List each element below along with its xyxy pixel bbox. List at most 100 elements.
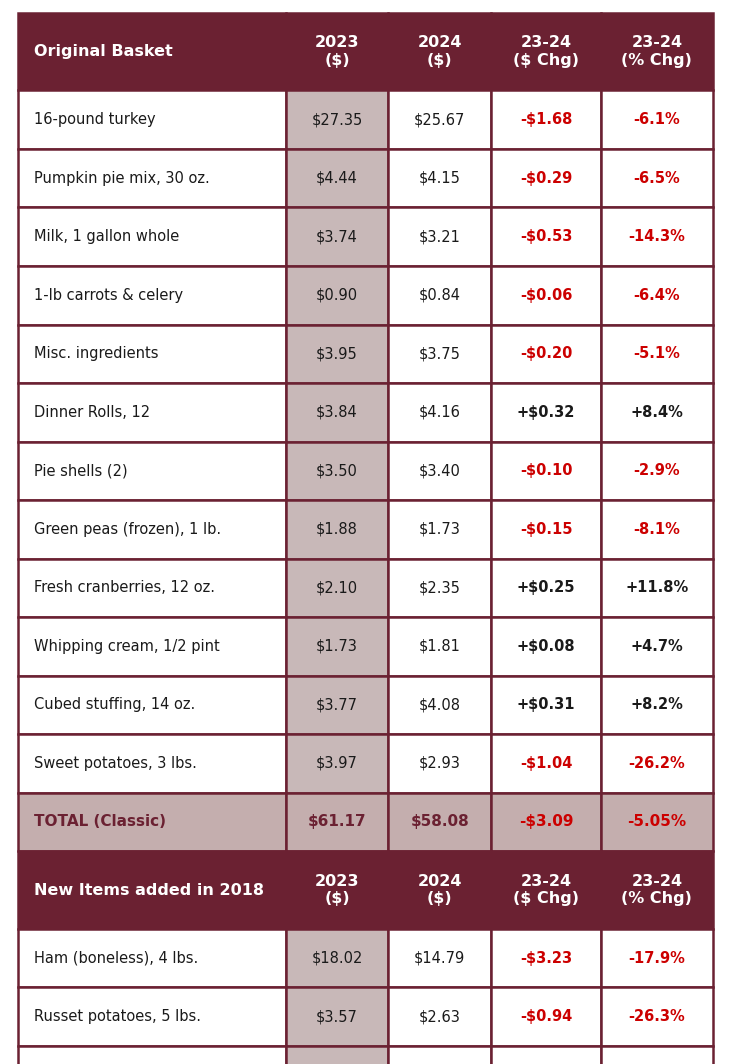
Text: 2024
($): 2024 ($) [417, 874, 462, 907]
Bar [491, 90, 601, 149]
Text: $18.02: $18.02 [311, 950, 363, 966]
Text: $4.08: $4.08 [419, 697, 461, 713]
Bar [601, 987, 713, 1046]
Text: $3.21: $3.21 [419, 229, 461, 245]
Text: -6.4%: -6.4% [634, 287, 680, 303]
Text: -17.9%: -17.9% [629, 950, 685, 966]
Text: $2.10: $2.10 [316, 580, 358, 596]
Text: $2.93: $2.93 [419, 755, 461, 771]
Text: Ham (boneless), 4 lbs.: Ham (boneless), 4 lbs. [34, 950, 199, 966]
Bar [388, 90, 491, 149]
Bar [601, 559, 713, 617]
Text: 1-lb carrots & celery: 1-lb carrots & celery [34, 287, 183, 303]
Text: -$0.15: -$0.15 [520, 521, 572, 537]
Bar [388, 207, 491, 266]
Text: $2.63: $2.63 [419, 1009, 461, 1025]
Text: $4.16: $4.16 [419, 404, 461, 420]
Bar [491, 266, 601, 325]
Text: $4.44: $4.44 [316, 170, 358, 186]
Text: $1.81: $1.81 [419, 638, 461, 654]
Text: +4.7%: +4.7% [630, 638, 683, 654]
Bar [18, 90, 286, 149]
Text: $1.73: $1.73 [316, 638, 358, 654]
Bar [388, 1046, 491, 1064]
Bar [286, 500, 388, 559]
Text: 23-24
($ Chg): 23-24 ($ Chg) [513, 35, 579, 68]
Bar [286, 676, 388, 734]
Bar [286, 734, 388, 793]
Text: $3.40: $3.40 [419, 463, 461, 479]
Text: +$0.25: +$0.25 [517, 580, 575, 596]
Bar [388, 149, 491, 207]
Bar [601, 442, 713, 500]
Text: $3.57: $3.57 [316, 1009, 358, 1025]
Bar [601, 929, 713, 987]
Bar [491, 793, 601, 851]
Text: $25.67: $25.67 [414, 112, 466, 128]
Bar [491, 1046, 601, 1064]
Text: -2.9%: -2.9% [634, 463, 680, 479]
Text: +$0.31: +$0.31 [517, 697, 575, 713]
Text: -$1.68: -$1.68 [520, 112, 572, 128]
Text: -$1.04: -$1.04 [520, 755, 572, 771]
Bar [491, 617, 601, 676]
Bar [601, 851, 713, 929]
Bar [491, 929, 601, 987]
Bar [18, 987, 286, 1046]
Text: Pumpkin pie mix, 30 oz.: Pumpkin pie mix, 30 oz. [34, 170, 210, 186]
Text: -$0.20: -$0.20 [520, 346, 572, 362]
Bar [491, 851, 601, 929]
Bar [18, 325, 286, 383]
Bar [388, 987, 491, 1046]
Bar [491, 383, 601, 442]
Bar [491, 149, 601, 207]
Text: Original Basket: Original Basket [34, 44, 173, 60]
Bar [388, 793, 491, 851]
Bar [18, 442, 286, 500]
Text: $3.97: $3.97 [316, 755, 358, 771]
Bar [601, 149, 713, 207]
Bar [388, 851, 491, 929]
Bar [286, 13, 388, 90]
Text: $3.77: $3.77 [316, 697, 358, 713]
Text: $3.50: $3.50 [316, 463, 358, 479]
Bar [286, 90, 388, 149]
Text: $61.17: $61.17 [308, 814, 366, 830]
Bar [18, 383, 286, 442]
Text: -$0.06: -$0.06 [520, 287, 572, 303]
Text: $27.35: $27.35 [311, 112, 363, 128]
Bar [388, 734, 491, 793]
Text: -$0.29: -$0.29 [520, 170, 572, 186]
Bar [491, 500, 601, 559]
Bar [286, 617, 388, 676]
Text: +11.8%: +11.8% [625, 580, 689, 596]
Text: $3.95: $3.95 [316, 346, 358, 362]
Bar [18, 676, 286, 734]
Text: $58.08: $58.08 [410, 814, 469, 830]
Bar [388, 13, 491, 90]
Bar [18, 617, 286, 676]
Bar [388, 383, 491, 442]
Bar [601, 617, 713, 676]
Bar [491, 442, 601, 500]
Bar [286, 793, 388, 851]
Bar [388, 266, 491, 325]
Text: +8.2%: +8.2% [630, 697, 683, 713]
Bar [286, 149, 388, 207]
Bar [286, 987, 388, 1046]
Text: -26.3%: -26.3% [629, 1009, 685, 1025]
Text: -$0.10: -$0.10 [520, 463, 572, 479]
Text: $4.15: $4.15 [419, 170, 461, 186]
Text: $1.88: $1.88 [316, 521, 358, 537]
Text: Whipping cream, 1/2 pint: Whipping cream, 1/2 pint [34, 638, 220, 654]
Text: Sweet potatoes, 3 lbs.: Sweet potatoes, 3 lbs. [34, 755, 197, 771]
Bar [18, 851, 286, 929]
Bar [601, 793, 713, 851]
Text: $2.35: $2.35 [419, 580, 461, 596]
Bar [286, 442, 388, 500]
Text: -$0.94: -$0.94 [520, 1009, 572, 1025]
Bar [18, 734, 286, 793]
Bar [18, 149, 286, 207]
Text: Fresh cranberries, 12 oz.: Fresh cranberries, 12 oz. [34, 580, 216, 596]
Bar [286, 383, 388, 442]
